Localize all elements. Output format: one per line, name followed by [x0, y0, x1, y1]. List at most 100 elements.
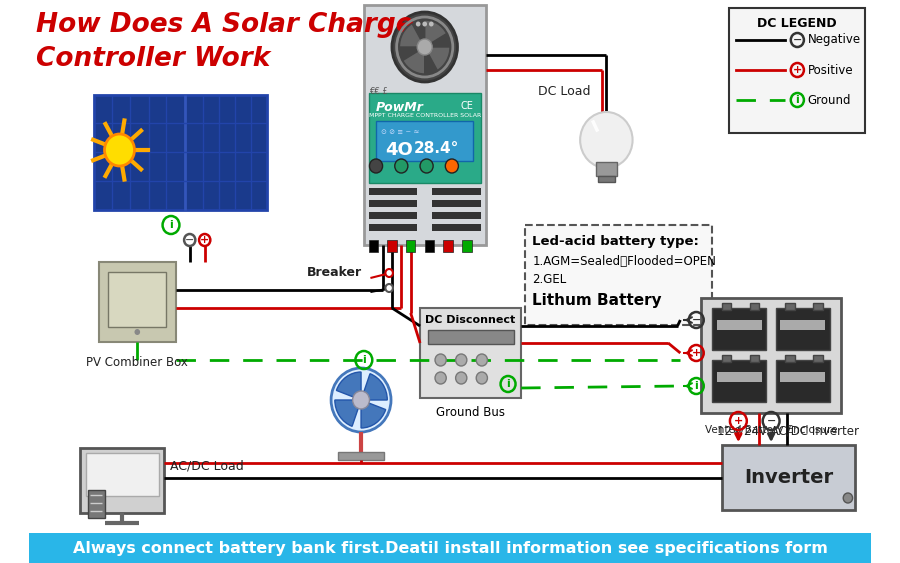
Text: MPPT CHARGE CONTROLLER SOLAR: MPPT CHARGE CONTROLLER SOLAR: [369, 113, 481, 118]
Bar: [425, 240, 434, 252]
Text: −: −: [793, 35, 802, 45]
Text: Negative: Negative: [807, 34, 860, 47]
Bar: [108, 272, 166, 327]
Circle shape: [429, 21, 434, 26]
Text: i: i: [169, 220, 173, 230]
Wedge shape: [425, 20, 446, 47]
Bar: [712, 308, 767, 350]
Bar: [387, 240, 397, 252]
Text: Ground Bus: Ground Bus: [436, 406, 505, 419]
Circle shape: [385, 284, 393, 292]
Wedge shape: [335, 400, 361, 426]
Bar: [376, 121, 473, 161]
Bar: [87, 490, 104, 518]
Wedge shape: [361, 400, 386, 428]
Text: DC Load: DC Load: [538, 85, 590, 98]
Bar: [701, 298, 842, 413]
Bar: [716, 320, 761, 330]
Circle shape: [416, 21, 420, 26]
Bar: [712, 360, 767, 402]
Bar: [785, 355, 795, 362]
Text: Inverter: Inverter: [744, 468, 833, 487]
Text: +: +: [793, 65, 802, 75]
Circle shape: [331, 368, 391, 432]
Bar: [729, 8, 865, 133]
Text: DC LEGEND: DC LEGEND: [757, 17, 837, 30]
Bar: [716, 372, 761, 382]
Bar: [364, 5, 486, 245]
Bar: [29, 533, 871, 563]
Bar: [432, 200, 481, 207]
Bar: [598, 176, 615, 182]
Text: +: +: [200, 235, 210, 245]
Circle shape: [370, 159, 382, 173]
Bar: [99, 262, 176, 342]
Bar: [368, 200, 418, 207]
Bar: [368, 224, 418, 231]
Text: i: i: [362, 355, 365, 365]
Circle shape: [353, 391, 370, 409]
Text: Controller Work: Controller Work: [36, 46, 270, 72]
Text: i: i: [506, 379, 510, 389]
Circle shape: [843, 493, 852, 503]
Bar: [525, 225, 712, 325]
Circle shape: [418, 39, 432, 55]
Text: €€ £: €€ £: [368, 87, 387, 96]
Text: AC/DC Load: AC/DC Load: [170, 459, 243, 472]
Circle shape: [580, 112, 633, 168]
Wedge shape: [403, 47, 425, 74]
Text: −: −: [767, 416, 776, 426]
Wedge shape: [337, 372, 361, 400]
Text: ⊙ ⊘ ≡ ~ ≈: ⊙ ⊘ ≡ ~ ≈: [381, 129, 419, 135]
Bar: [444, 240, 453, 252]
Bar: [94, 95, 267, 210]
Text: +: +: [691, 348, 701, 358]
Text: Led-acid battery type:: Led-acid battery type:: [533, 235, 699, 248]
Bar: [80, 448, 165, 513]
Bar: [463, 240, 472, 252]
Text: 2.GEL: 2.GEL: [533, 273, 567, 286]
Bar: [596, 162, 617, 176]
Bar: [722, 445, 855, 510]
Circle shape: [134, 329, 140, 335]
Bar: [432, 212, 481, 219]
Circle shape: [104, 134, 134, 166]
Text: i: i: [695, 381, 698, 391]
Bar: [406, 240, 416, 252]
Text: How Does A Solar Charge: How Does A Solar Charge: [36, 12, 414, 38]
Bar: [368, 212, 418, 219]
Text: Ground: Ground: [807, 93, 851, 106]
Bar: [428, 330, 514, 344]
Text: 1.AGM=Sealed、Flooded=OPEN: 1.AGM=Sealed、Flooded=OPEN: [533, 255, 716, 268]
Text: Lithum Battery: Lithum Battery: [533, 293, 662, 308]
Bar: [368, 240, 378, 252]
Circle shape: [476, 372, 488, 384]
Circle shape: [385, 269, 393, 277]
Circle shape: [422, 21, 427, 26]
Bar: [814, 355, 823, 362]
Text: DC Disconnect: DC Disconnect: [426, 315, 516, 325]
Bar: [432, 224, 481, 231]
Text: PowMr: PowMr: [376, 101, 424, 114]
Wedge shape: [361, 374, 387, 400]
Text: Vented Battery Enclosure: Vented Battery Enclosure: [705, 425, 837, 435]
Circle shape: [395, 159, 408, 173]
Bar: [432, 188, 481, 195]
Bar: [785, 303, 795, 310]
Bar: [86, 453, 158, 496]
Circle shape: [392, 12, 457, 82]
Bar: [368, 93, 481, 183]
Text: 12V/24V AC/DC Inverter: 12V/24V AC/DC Inverter: [717, 425, 860, 437]
Bar: [814, 303, 823, 310]
Bar: [338, 452, 384, 460]
Circle shape: [455, 354, 467, 366]
Circle shape: [435, 354, 446, 366]
Bar: [722, 355, 731, 362]
Bar: [420, 308, 521, 398]
Text: −: −: [185, 235, 194, 245]
Text: +: +: [734, 416, 743, 426]
Bar: [750, 355, 759, 362]
Text: i: i: [796, 95, 799, 105]
Text: PV Combiner Box: PV Combiner Box: [86, 356, 188, 369]
Text: Always connect battery bank first.Deatil install information see specifications : Always connect battery bank first.Deatil…: [73, 540, 827, 556]
